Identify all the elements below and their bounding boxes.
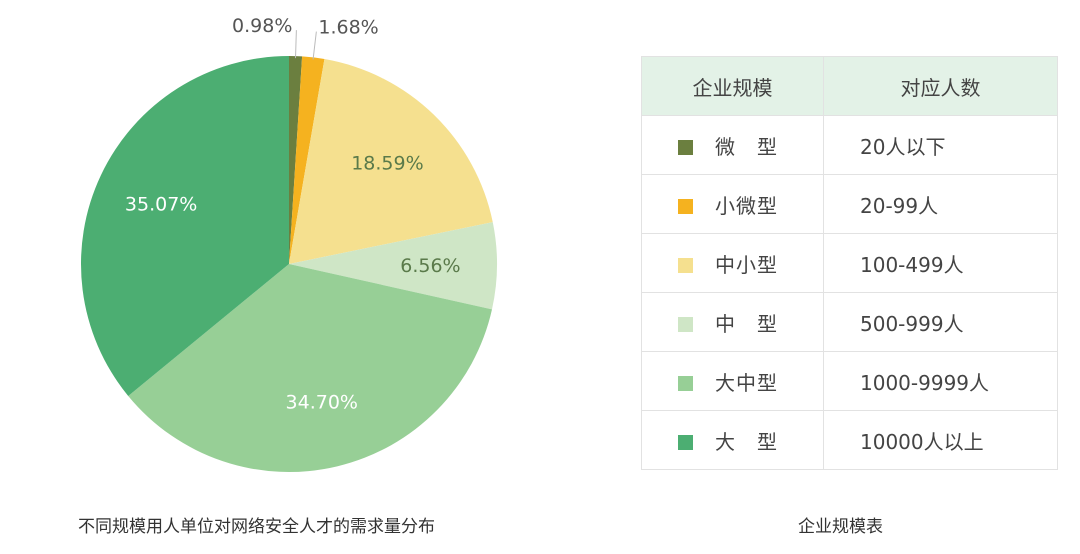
table-row: 小微型 20-99人 xyxy=(641,174,1058,234)
pie-slice-label: 18.59% xyxy=(351,152,423,174)
table-row: 中 型 500-999人 xyxy=(641,292,1058,352)
pie-labels: 0.98% 1.68% 18.59% 6.56% 34.70% 35.07% xyxy=(125,15,461,413)
pie-slices xyxy=(81,56,498,473)
pie-slice xyxy=(81,56,289,396)
pie-slice xyxy=(128,264,492,473)
pie-slice xyxy=(289,56,303,264)
size-cell: 中小型 xyxy=(641,233,824,293)
pie-slice-label: 34.70% xyxy=(286,392,358,414)
size-cell: 中 型 xyxy=(641,292,824,352)
table-row: 大中型 1000-9999人 xyxy=(641,351,1058,411)
pie-slice xyxy=(289,222,498,310)
legend-swatch xyxy=(678,257,693,273)
size-label: 微 型 xyxy=(715,134,778,159)
size-label: 大 型 xyxy=(715,429,778,454)
count-cell: 100-499人 xyxy=(823,233,1058,293)
pie-chart: 0.98% 1.68% 18.59% 6.56% 34.70% 35.07% xyxy=(81,15,498,473)
table-caption: 企业规模表 xyxy=(798,517,883,537)
size-label: 大中型 xyxy=(715,370,778,395)
pie-slice xyxy=(289,59,493,265)
pie-slice-label: 0.98% xyxy=(232,15,292,37)
size-cell: 小微型 xyxy=(641,174,824,234)
pie-slice xyxy=(289,56,325,265)
size-label: 小微型 xyxy=(715,193,778,218)
leader-line xyxy=(294,30,297,59)
table-row: 中小型 100-499人 xyxy=(641,233,1058,293)
pie-slice-label: 6.56% xyxy=(400,255,460,277)
legend-swatch xyxy=(678,139,693,155)
count-cell: 20人以下 xyxy=(823,115,1058,175)
legend-swatch xyxy=(678,434,693,450)
pie-caption: 不同规模用人单位对网络安全人才的需求量分布 xyxy=(78,517,435,537)
size-label: 中小型 xyxy=(715,252,778,277)
size-cell: 大 型 xyxy=(641,410,824,470)
leader-line xyxy=(312,31,317,60)
header-count: 对应人数 xyxy=(823,56,1058,116)
size-cell: 大中型 xyxy=(641,351,824,411)
count-cell: 20-99人 xyxy=(823,174,1058,234)
size-cell: 微 型 xyxy=(641,115,824,175)
size-label: 中 型 xyxy=(715,311,778,336)
legend-swatch xyxy=(678,316,693,332)
pie-slice-label: 35.07% xyxy=(125,194,197,216)
legend-swatch xyxy=(678,375,693,391)
legend-swatch xyxy=(678,198,693,214)
table-row: 大 型 10000人以上 xyxy=(641,410,1058,470)
table-header-row: 企业规模 对应人数 xyxy=(641,56,1058,116)
count-cell: 1000-9999人 xyxy=(823,351,1058,411)
enterprise-scale-table: 企业规模 对应人数 微 型 20人以下 小微型 20-99人 中小型 100-499人中 … xyxy=(641,56,1058,470)
count-cell: 10000人以上 xyxy=(823,410,1058,470)
table-row: 微 型 20人以下 xyxy=(641,115,1058,175)
header-size: 企业规模 xyxy=(641,56,824,116)
pie-leader-lines xyxy=(294,30,317,60)
pie-slice-label: 1.68% xyxy=(318,17,378,39)
count-cell: 500-999人 xyxy=(823,292,1058,352)
